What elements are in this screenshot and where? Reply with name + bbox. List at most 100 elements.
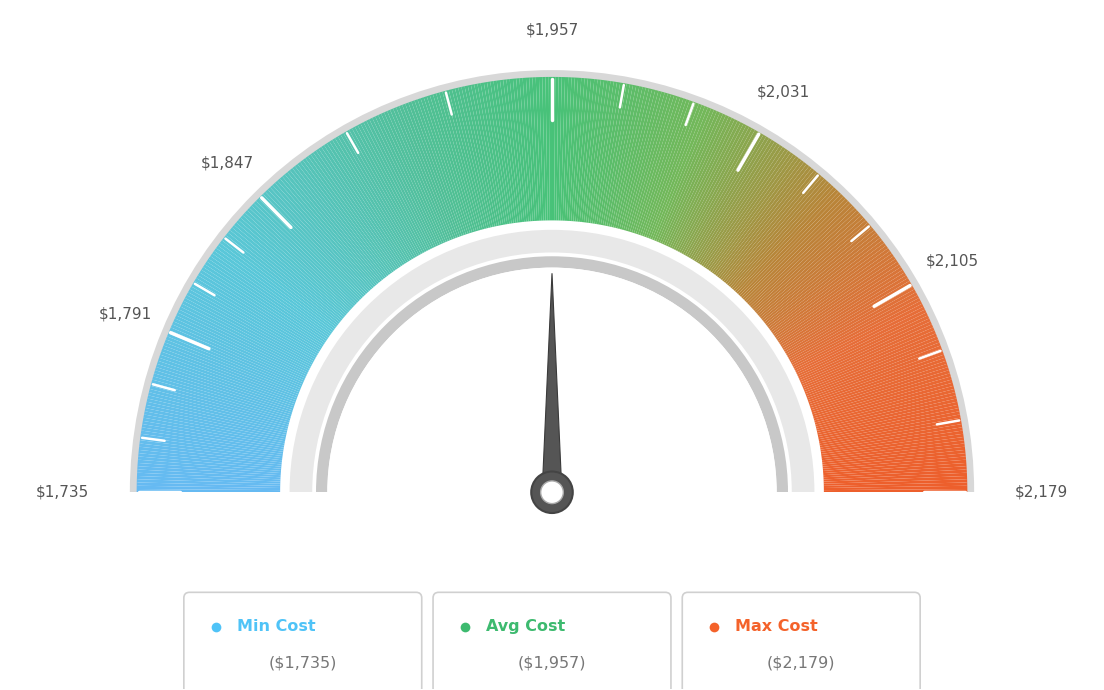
Text: ($1,957): ($1,957) <box>518 656 586 671</box>
Text: $1,791: $1,791 <box>98 306 152 322</box>
Wedge shape <box>236 220 347 316</box>
Wedge shape <box>200 270 322 348</box>
Wedge shape <box>803 331 936 388</box>
Wedge shape <box>744 199 848 302</box>
Wedge shape <box>799 322 932 382</box>
Wedge shape <box>258 196 361 300</box>
Wedge shape <box>822 446 965 464</box>
Wedge shape <box>769 243 887 331</box>
Wedge shape <box>807 348 943 400</box>
Wedge shape <box>138 456 282 471</box>
Wedge shape <box>800 324 933 384</box>
Wedge shape <box>824 489 967 492</box>
Wedge shape <box>732 181 829 290</box>
Wedge shape <box>146 405 286 437</box>
Wedge shape <box>343 132 417 257</box>
Wedge shape <box>622 91 661 230</box>
Wedge shape <box>792 295 919 365</box>
Wedge shape <box>205 262 326 343</box>
Wedge shape <box>652 106 708 240</box>
Wedge shape <box>347 130 420 256</box>
Wedge shape <box>725 172 819 284</box>
Wedge shape <box>822 444 965 462</box>
Wedge shape <box>155 370 293 415</box>
Wedge shape <box>226 233 340 324</box>
Wedge shape <box>713 158 802 275</box>
Wedge shape <box>153 373 291 416</box>
Wedge shape <box>150 386 289 424</box>
Wedge shape <box>263 192 364 297</box>
Wedge shape <box>138 463 280 475</box>
Wedge shape <box>712 156 799 273</box>
Wedge shape <box>694 138 772 262</box>
Wedge shape <box>187 292 314 363</box>
Wedge shape <box>162 346 298 398</box>
Wedge shape <box>577 79 594 221</box>
Wedge shape <box>375 115 438 246</box>
Circle shape <box>531 471 573 513</box>
Wedge shape <box>448 89 487 229</box>
Wedge shape <box>363 121 431 250</box>
Wedge shape <box>565 77 575 221</box>
FancyBboxPatch shape <box>184 592 422 690</box>
Wedge shape <box>319 147 401 268</box>
Wedge shape <box>139 446 282 464</box>
Wedge shape <box>817 398 957 433</box>
Wedge shape <box>703 147 785 268</box>
Wedge shape <box>824 486 967 490</box>
Wedge shape <box>211 253 330 337</box>
Wedge shape <box>144 411 285 442</box>
Text: $2,031: $2,031 <box>756 84 810 99</box>
Wedge shape <box>810 361 947 408</box>
Wedge shape <box>729 177 825 287</box>
Wedge shape <box>634 96 680 234</box>
Wedge shape <box>465 86 497 226</box>
Wedge shape <box>174 315 306 378</box>
Wedge shape <box>137 486 280 490</box>
Wedge shape <box>183 298 311 367</box>
Wedge shape <box>446 90 485 230</box>
Wedge shape <box>327 141 406 264</box>
Wedge shape <box>147 395 288 431</box>
Wedge shape <box>824 466 967 477</box>
Text: Min Cost: Min Cost <box>236 620 316 635</box>
Wedge shape <box>358 124 426 252</box>
Wedge shape <box>580 79 597 222</box>
Wedge shape <box>227 230 341 322</box>
Wedge shape <box>740 192 841 297</box>
Wedge shape <box>626 92 668 231</box>
Wedge shape <box>656 108 714 242</box>
Wedge shape <box>535 77 543 221</box>
Wedge shape <box>475 83 503 225</box>
Wedge shape <box>429 95 474 233</box>
Wedge shape <box>147 398 287 433</box>
Wedge shape <box>743 196 846 300</box>
Wedge shape <box>707 150 790 270</box>
Wedge shape <box>300 160 389 276</box>
Wedge shape <box>329 140 408 263</box>
Wedge shape <box>542 77 548 221</box>
Wedge shape <box>283 175 378 286</box>
Text: $1,957: $1,957 <box>526 22 578 37</box>
Wedge shape <box>332 138 410 262</box>
Wedge shape <box>806 346 942 398</box>
Wedge shape <box>234 222 346 317</box>
Wedge shape <box>764 233 878 324</box>
Wedge shape <box>701 145 783 266</box>
Wedge shape <box>671 119 737 249</box>
Wedge shape <box>503 79 522 222</box>
Wedge shape <box>799 318 931 380</box>
Wedge shape <box>559 77 565 221</box>
Wedge shape <box>596 83 624 224</box>
Wedge shape <box>690 135 766 259</box>
Wedge shape <box>684 130 757 256</box>
Wedge shape <box>758 222 870 317</box>
Wedge shape <box>137 469 280 480</box>
Text: $1,735: $1,735 <box>36 485 89 500</box>
Wedge shape <box>646 103 699 238</box>
Wedge shape <box>338 135 414 259</box>
Wedge shape <box>756 217 866 314</box>
Wedge shape <box>757 220 868 316</box>
Wedge shape <box>224 235 339 326</box>
Wedge shape <box>798 315 930 378</box>
